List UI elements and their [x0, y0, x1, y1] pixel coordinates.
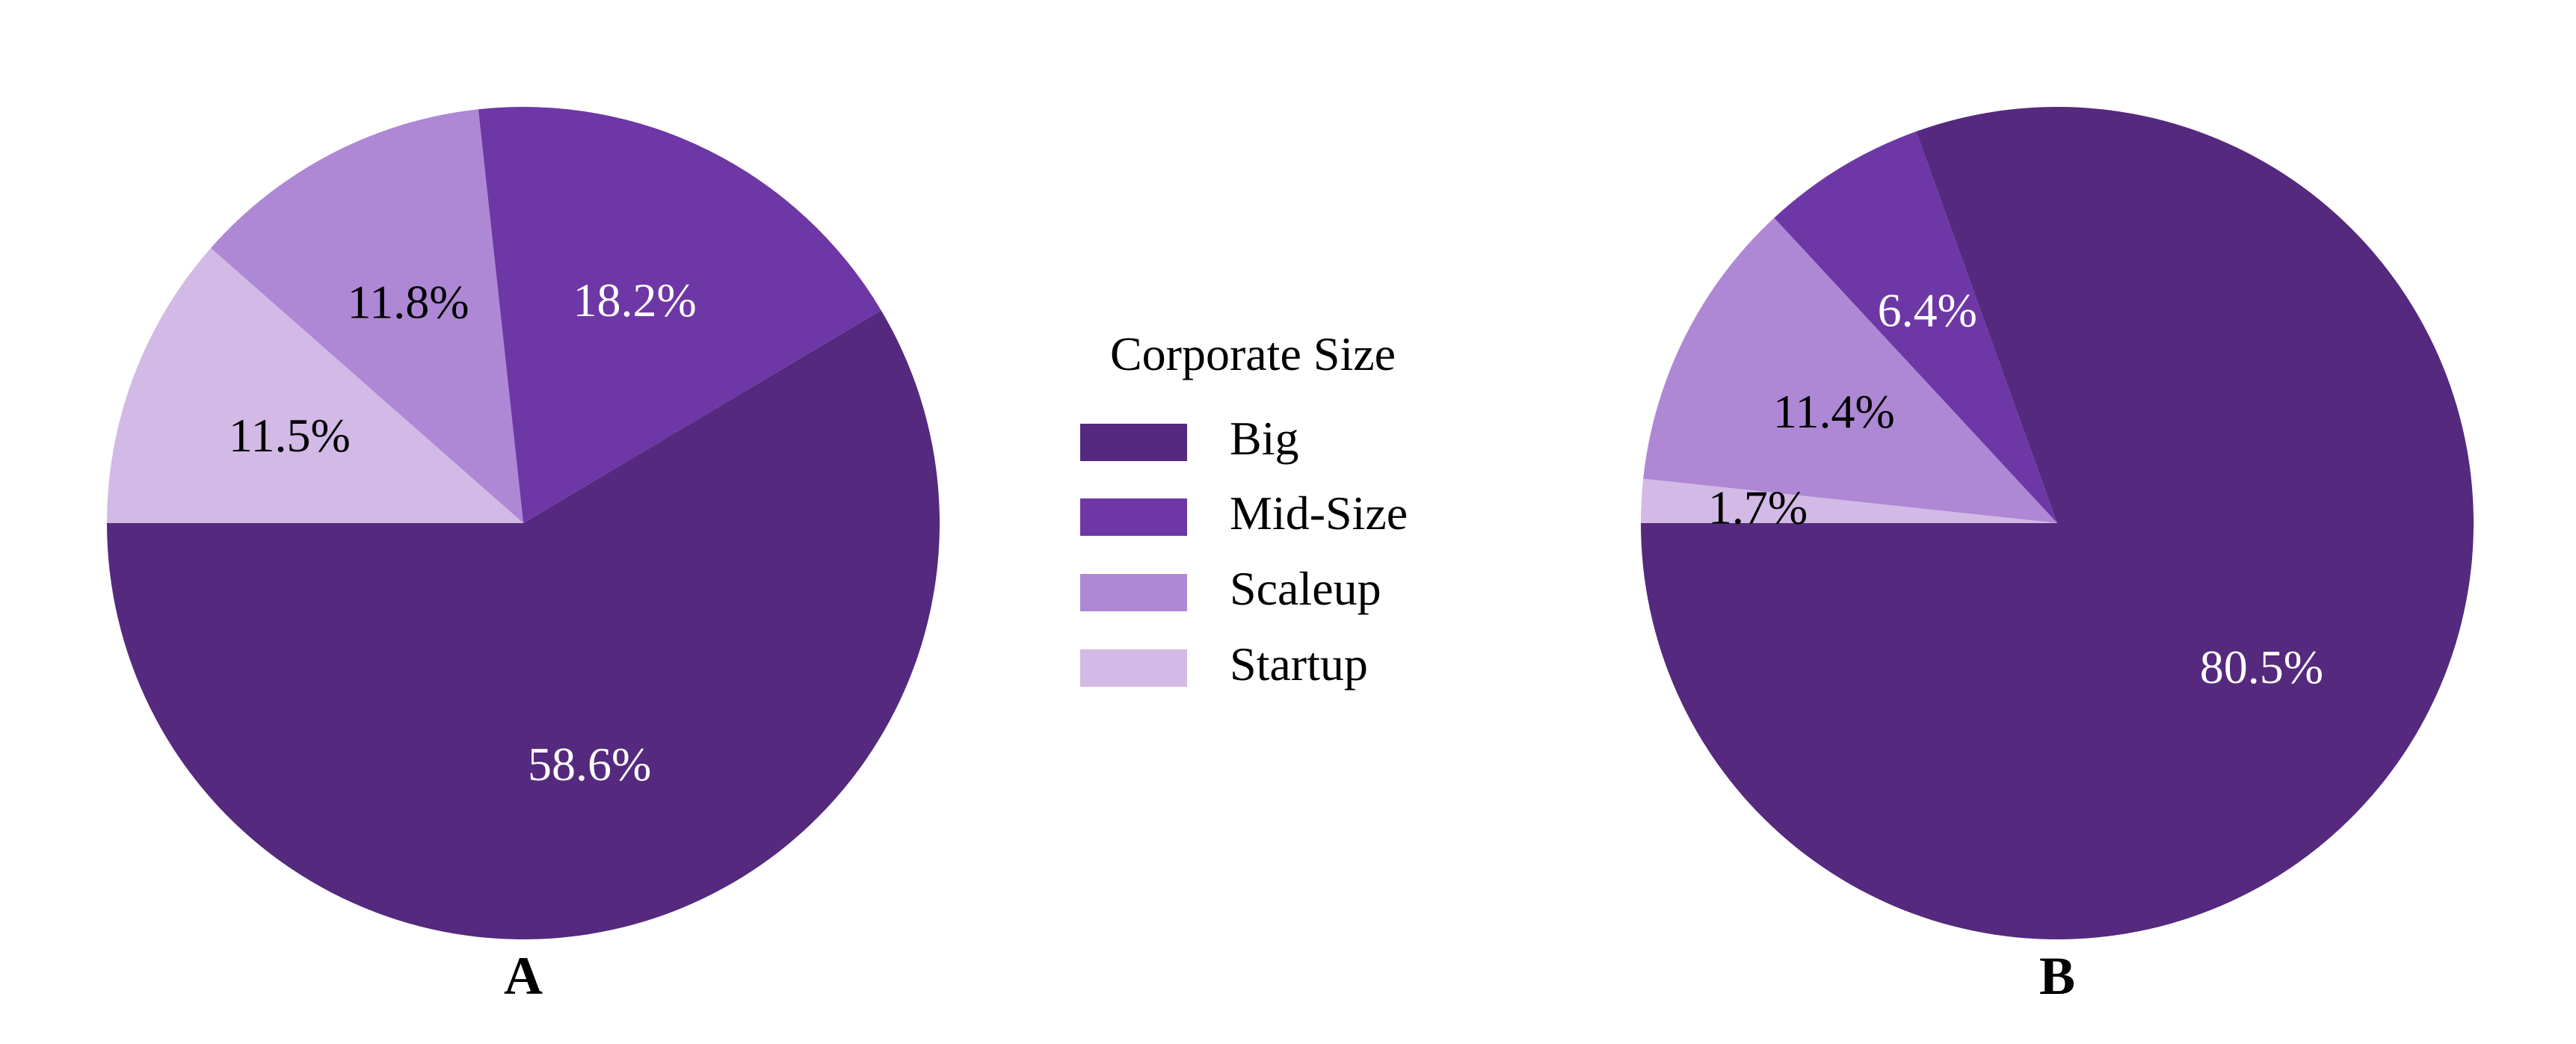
- pie-a-slice-startup: [107, 247, 523, 523]
- pie-b-data-label-mid-size: 6.4%: [1878, 284, 1977, 337]
- legend-title: Corporate Size: [1110, 327, 1396, 380]
- panel-label-b: B: [2039, 946, 2075, 1006]
- pie-a-data-label-mid-size: 18.2%: [573, 274, 697, 327]
- legend-label-scaleup: Scaleup: [1230, 562, 1381, 615]
- pie-b-data-label-scaleup: 11.4%: [1773, 385, 1895, 438]
- legend-label-mid-size: Mid-Size: [1230, 487, 1408, 540]
- pie-a-slice-mid-size: [478, 106, 881, 523]
- pie-a-slice-big: [107, 310, 940, 940]
- legend-swatch-scaleup: [1080, 574, 1187, 611]
- legend-label-startup: Startup: [1230, 637, 1368, 691]
- legend-swatch-mid-size: [1080, 498, 1187, 536]
- pie-a-slice-scaleup: [210, 109, 523, 523]
- legend: Corporate Size Big Mid-Size Scaleup Star…: [1080, 327, 1408, 691]
- pie-b-slice-startup: [1641, 478, 2057, 523]
- pie-a-data-label-scaleup: 11.8%: [348, 275, 469, 328]
- legend-swatch-big: [1080, 424, 1187, 461]
- pie-b-slice-scaleup: [1643, 217, 2057, 523]
- pie-chart-b: 80.5% 6.4% 11.4% 1.7%: [1641, 106, 2474, 939]
- pie-b-slice-big: [1641, 106, 2474, 939]
- panel-label-a: A: [504, 946, 543, 1006]
- legend-label-big: Big: [1230, 412, 1298, 465]
- pie-b-data-label-big: 80.5%: [2200, 640, 2323, 694]
- pie-a-data-label-big: 58.6%: [528, 738, 651, 791]
- pie-a-data-label-startup: 11.5%: [229, 409, 351, 462]
- pie-chart-a: 58.6% 18.2% 11.8% 11.5%: [107, 106, 940, 940]
- legend-swatch-startup: [1080, 649, 1187, 687]
- pie-b-data-label-startup: 1.7%: [1708, 481, 1808, 534]
- pie-b-slice-mid-size: [1774, 131, 2057, 523]
